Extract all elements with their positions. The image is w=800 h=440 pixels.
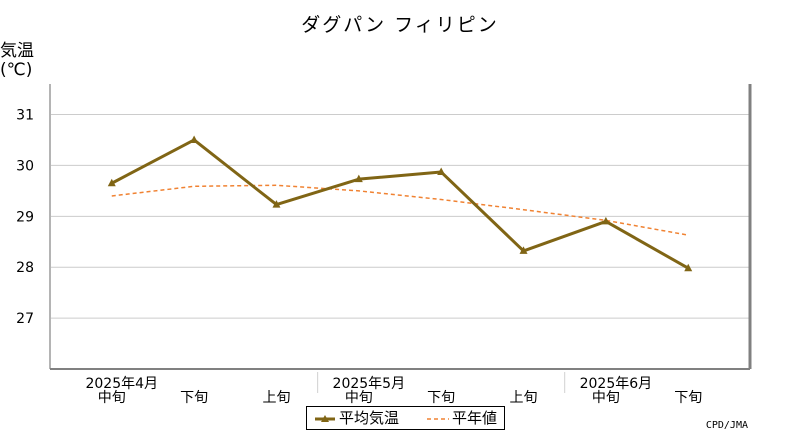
x-tick-label: 上旬 [510,390,538,406]
legend-swatches [315,415,449,422]
data-point-average [519,246,528,254]
plot-frame [49,84,752,370]
y-tick-label: 30 [16,158,34,174]
x-axis-ticks: 中旬 下旬 上旬 中旬 下旬 上旬 中旬 下旬 2025年4月 2025年5月 2025年6月 [85,372,702,406]
data-point-average [601,216,610,225]
y-axis-label: 気温 (℃) [0,42,34,80]
y-axis-label-quantity: 気温 [0,41,34,61]
y-axis-label-unit: (℃) [0,60,33,80]
x-tick-label: 中旬 [592,390,620,406]
y-axis-ticks: 27 28 29 30 31 [16,108,34,328]
series-line-average [111,138,689,270]
y-tick-label: 27 [16,311,34,327]
month-label: 2025年4月 [85,376,158,392]
x-tick-label: 中旬 [98,390,126,406]
data-point-average [354,174,363,183]
legend-label-normal: 平年値 [452,409,498,427]
x-tick-label: 下旬 [674,390,702,406]
gridlines [50,114,750,319]
data-point-average [107,178,116,187]
data-point-average [684,263,693,272]
month-label: 2025年5月 [333,376,406,392]
x-tick-label: 中旬 [345,390,373,406]
data-point-average [272,200,281,208]
x-tick-label: 下旬 [180,390,208,406]
credit-text: CPD/JMA [705,420,748,431]
y-tick-label: 29 [16,209,34,225]
legend-marker-average [321,415,329,422]
x-tick-label: 下旬 [427,390,455,406]
y-tick-label: 31 [16,108,34,124]
data-point-average [437,167,446,176]
chart-title: ダグパン フィリピン [301,14,499,36]
series-line-normal [111,184,689,236]
legend-label-average: 平均気温 [339,409,400,427]
month-label: 2025年6月 [580,376,653,392]
data-point-average [190,135,199,143]
series-group [107,135,693,272]
x-tick-label: 上旬 [262,390,290,406]
legend: 平均気温 平年値 [306,406,505,430]
y-tick-label: 28 [16,260,34,276]
